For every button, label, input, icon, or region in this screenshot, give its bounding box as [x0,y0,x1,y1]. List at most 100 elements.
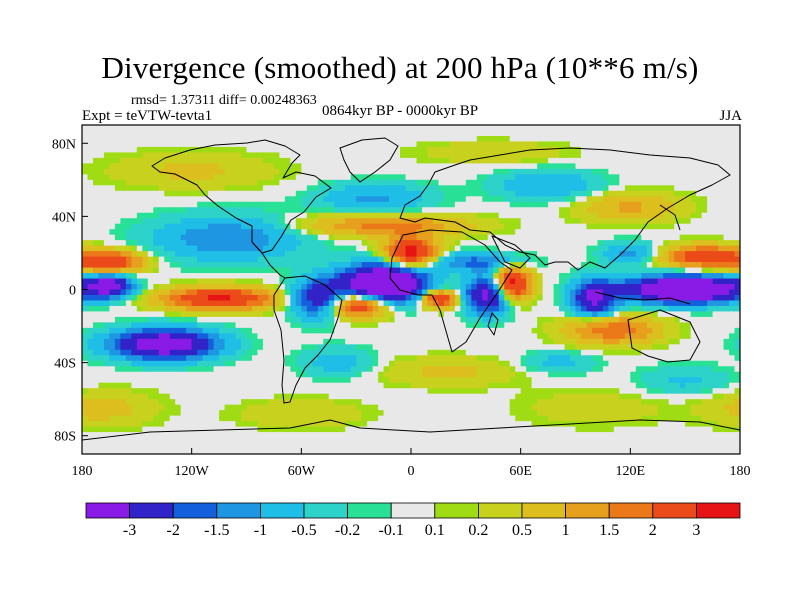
contour-cell [235,157,242,164]
contour-cell [531,135,538,143]
contour-cell [339,316,346,323]
contour-cell [718,196,725,203]
contour-cell [515,262,522,269]
contour-cell [213,338,220,345]
contour-cell [191,294,198,302]
contour-cell [92,212,100,219]
contour-cell [92,135,100,143]
contour-cell [169,146,176,154]
contour-cell [487,267,494,274]
contour-cell [372,333,379,340]
contour-cell [580,146,588,154]
contour-cell [630,218,637,225]
contour-cell [268,163,275,170]
contour-cell [707,223,714,230]
contour-cell [142,125,149,132]
contour-cell [586,218,593,225]
contour-cell [109,234,116,241]
contour-cell [729,168,736,175]
contour-cell [646,190,653,197]
contour-cell [306,245,313,252]
contour-cell [328,223,335,230]
contour-cell [476,278,483,285]
contour-cell [279,141,286,148]
contour-cell [224,223,231,230]
contour-cell [613,201,620,208]
contour-cell [268,278,275,285]
contour-cell [652,256,659,263]
contour-cell [301,174,308,181]
contour-cell [575,256,582,263]
contour-cell [515,141,522,148]
contour-cell [559,179,566,186]
contour-cell [164,229,171,236]
contour-cell [465,322,472,329]
contour-cell [696,207,703,214]
contour-cell [120,338,127,345]
contour-cell [306,207,313,214]
contour-cell [602,284,609,291]
contour-cell [657,174,664,181]
contour-cell [120,245,127,252]
contour-cell [723,278,730,285]
contour-cell [350,289,357,296]
contour-cell [674,289,681,296]
contour-cell [361,190,368,197]
contour-cell [136,305,143,313]
contour-cell [158,262,165,269]
contour-cell [125,174,132,181]
contour-cell [668,223,675,230]
contour-cell [334,344,341,351]
contour-cell [87,125,94,132]
contour-cell [400,305,407,313]
contour-cell [334,322,341,329]
contour-cell [482,256,489,263]
contour-cell [493,157,500,164]
contour-cell [548,125,555,132]
contour-cell [136,174,143,181]
contour-cell [114,130,121,137]
contour-cell [602,300,609,307]
contour-cell [646,146,653,154]
contour-cell [197,245,204,252]
contour-cell [334,245,341,252]
contour-cell [339,218,346,225]
contour-cell [613,333,620,340]
contour-cell [136,267,143,274]
contour-cell [169,338,176,345]
contour-cell [372,240,379,247]
contour-cell [334,327,341,334]
contour-cell [438,168,445,175]
contour-cell [674,278,681,285]
contour-cell [498,234,505,241]
contour-cell [487,322,494,329]
contour-cell [416,284,423,291]
contour-cell [186,273,193,280]
contour-cell [570,300,577,307]
contour-cell [471,157,478,164]
contour-cell [295,234,302,241]
contour-cell [553,311,560,318]
contour-cell [635,125,642,132]
contour-cell [103,157,111,164]
contour-cell [701,201,708,208]
contour-cell [273,338,280,345]
contour-cell [580,141,588,148]
contour-cell [471,135,478,143]
contour-cell [295,245,302,252]
contour-cell [712,245,719,252]
contour-cell [356,344,363,351]
contour-cell [679,294,686,302]
contour-cell [295,289,302,296]
contour-cell [158,130,165,137]
contour-cell [575,278,582,285]
contour-cell [356,245,363,252]
contour-cell [674,130,681,137]
contour-cell [235,130,242,137]
contour-cell [729,305,736,313]
contour-cell [114,273,121,280]
contour-cell [312,185,319,192]
contour-cell [570,207,577,214]
contour-cell [679,289,686,296]
contour-cell [389,135,396,143]
